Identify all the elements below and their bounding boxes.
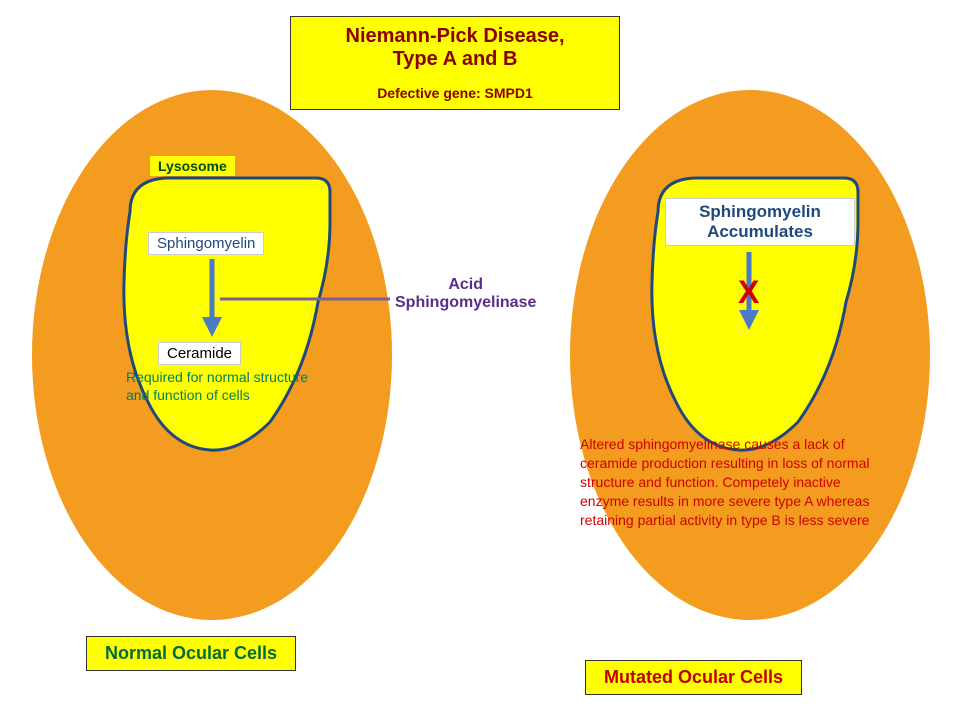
normal-cells-label: Normal Ocular Cells xyxy=(86,636,296,671)
enzyme-line1: Acid xyxy=(395,276,536,294)
mutated-cells-label: Mutated Ocular Cells xyxy=(585,660,802,695)
title-line1: Niemann-Pick Disease, xyxy=(307,25,603,48)
lysosome-label: Lysosome xyxy=(150,156,235,176)
gene-label: Defective gene: SMPD1 xyxy=(307,85,603,101)
accumulates-label: Sphingomyelin Accumulates xyxy=(665,198,855,246)
ceramide-label: Ceramide xyxy=(158,342,241,365)
enzyme-label: Acid Sphingomyelinase xyxy=(395,276,536,312)
title-line2: Type A and B xyxy=(307,48,603,71)
enzyme-line2: Sphingomyelinase xyxy=(395,294,536,312)
accum-line1: Sphingomyelin xyxy=(670,202,850,222)
description-text: Altered sphingomyelinase causes a lack o… xyxy=(580,435,880,529)
x-mark: X xyxy=(738,274,759,311)
sphingomyelin-label: Sphingomyelin xyxy=(148,232,264,255)
accum-line2: Accumulates xyxy=(670,222,850,242)
required-note: Required for normal structure and functi… xyxy=(126,368,326,404)
connector-line xyxy=(220,295,390,303)
title-box: Niemann-Pick Disease, Type A and B Defec… xyxy=(290,16,620,110)
